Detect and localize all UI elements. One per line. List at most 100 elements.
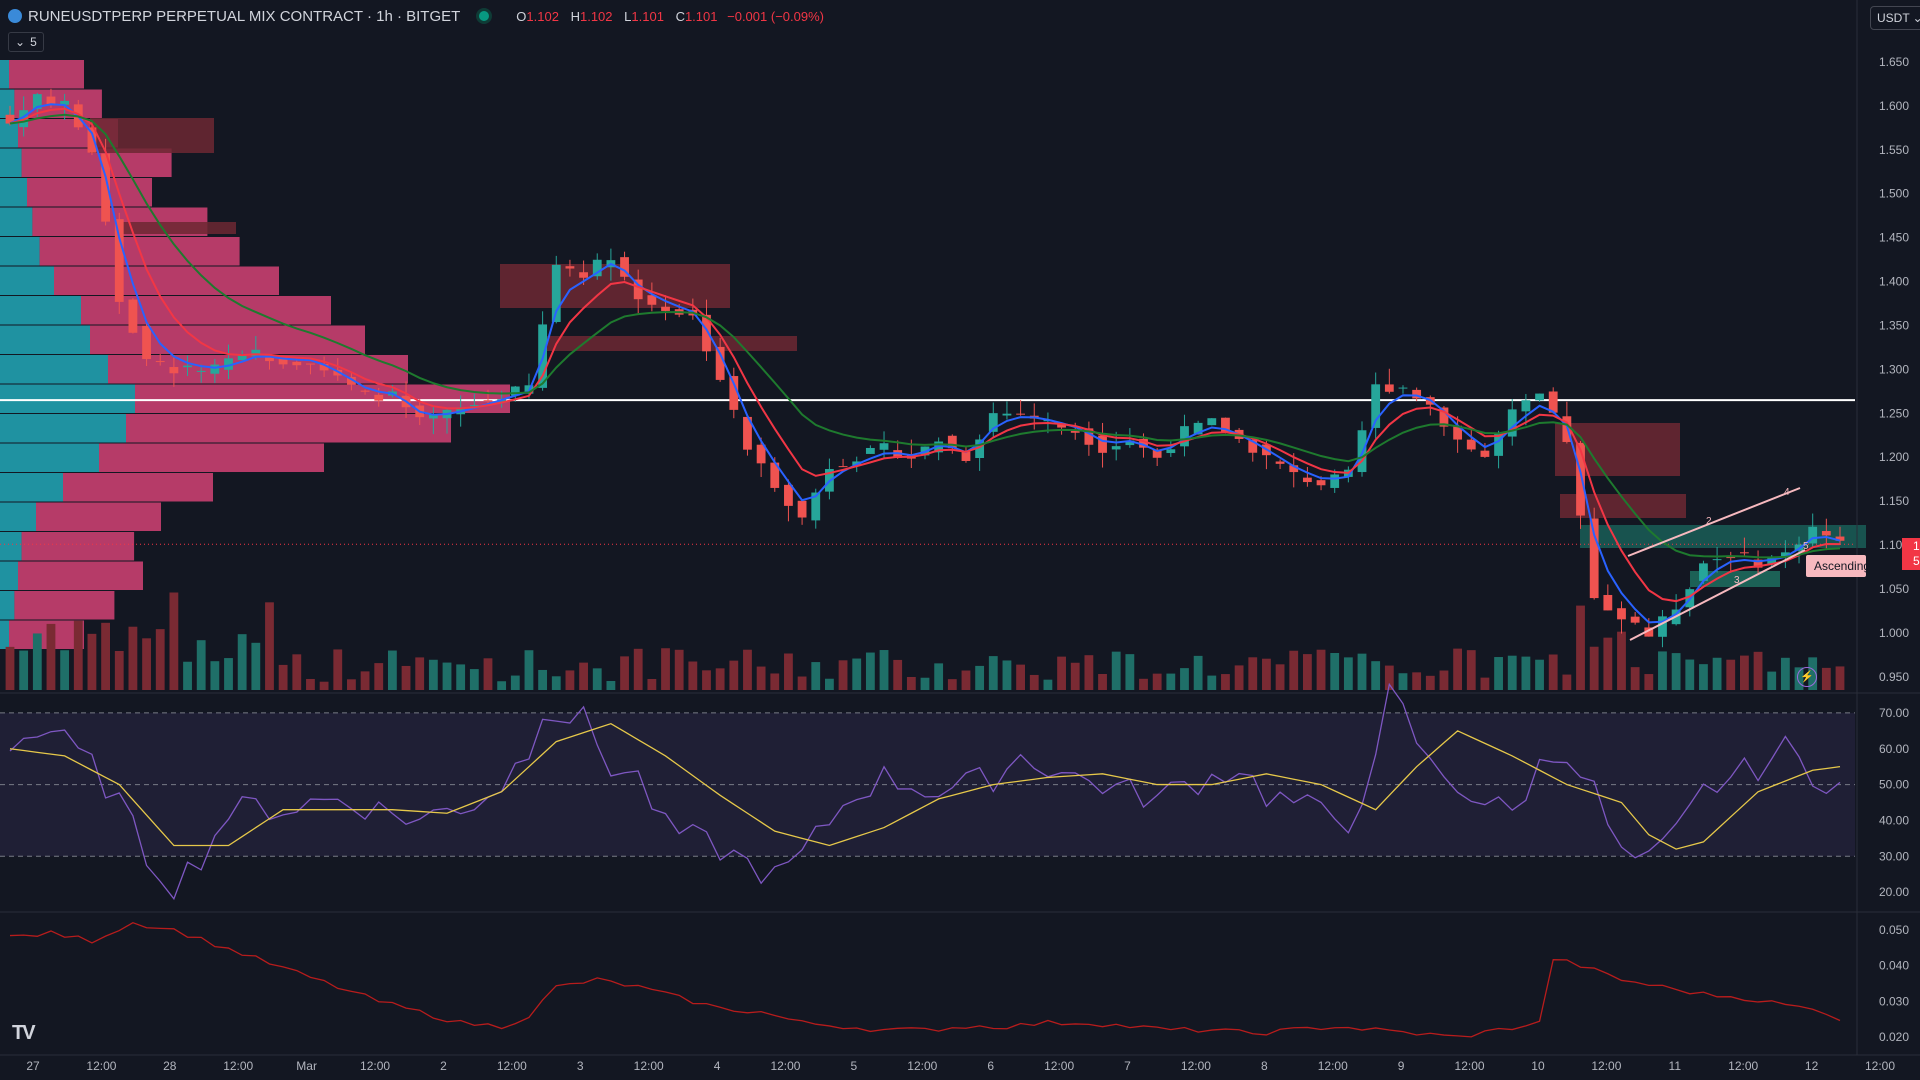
candle-body — [715, 346, 725, 380]
volume-bar — [1685, 659, 1695, 690]
currency-selector[interactable]: USDT ⌄ — [1870, 6, 1920, 30]
volume-profile-up — [0, 355, 108, 384]
tradingview-logo[interactable]: TV — [12, 1022, 36, 1044]
candle-body — [1098, 435, 1107, 453]
chevron-down-icon: ⌄ — [1912, 11, 1920, 25]
candle-body — [1739, 552, 1749, 554]
chart-header: RUNEUSDTPERP PERPETUAL MIX CONTRACT · 1h… — [8, 6, 824, 26]
volume-profile-up — [0, 620, 9, 649]
volume-bar — [1343, 657, 1353, 690]
volume-profile-down — [27, 178, 152, 207]
candle-body — [579, 272, 588, 278]
rsi-tick-label: 50.00 — [1879, 778, 1909, 792]
volume-bar — [1412, 672, 1422, 690]
volume-bar — [387, 650, 397, 690]
open-label: O — [516, 8, 527, 24]
volume-bar — [1002, 660, 1012, 690]
candle-body — [1726, 556, 1736, 559]
volume-bar — [1166, 673, 1176, 690]
volume-bar — [1152, 673, 1162, 690]
axes: 1.650 1.600 1.550 1.500 1.450 1.400 1.350 1.300… — [26, 55, 1909, 1073]
pattern-label[interactable]: Ascending — [1806, 555, 1866, 577]
volume-bar — [1739, 655, 1749, 690]
price-tick-label: 1.250 — [1879, 406, 1909, 420]
candle-body — [1139, 438, 1148, 448]
volume-bar — [114, 650, 124, 690]
symbol-title[interactable]: RUNEUSDTPERP PERPETUAL MIX CONTRACT · 1h… — [28, 7, 461, 25]
rune-coin-icon — [8, 9, 22, 23]
volume-bar — [1330, 652, 1340, 690]
bar-countdown: 57:42 — [1912, 554, 1920, 568]
zone-box — [1580, 525, 1866, 548]
candle-body — [142, 325, 151, 360]
candle-body — [551, 264, 561, 323]
price-tick-label: 1.600 — [1879, 99, 1909, 113]
volume-bar — [428, 659, 438, 690]
candle-body — [1507, 409, 1517, 437]
rsi-tick-label: 60.00 — [1879, 742, 1909, 756]
candle-body — [360, 390, 370, 392]
candle-body — [1494, 433, 1503, 456]
volume-bar — [1193, 655, 1203, 690]
zone-box — [90, 118, 214, 153]
time-tick-label: 12:00 — [907, 1059, 937, 1073]
volume-bar — [893, 659, 903, 690]
volume-bar — [1589, 646, 1599, 690]
time-tick-label: 12:00 — [770, 1059, 800, 1073]
volume-profile-up — [0, 89, 15, 118]
candle-body — [1330, 474, 1340, 488]
candle-body — [292, 361, 302, 366]
indicator-count: 5 — [30, 35, 37, 49]
volume-profile-down — [126, 414, 451, 443]
pattern-point-label: 5 — [1803, 541, 1809, 552]
volume-bar — [87, 633, 97, 690]
volume-bar — [347, 679, 356, 690]
candle-body — [497, 399, 507, 403]
volume-bar — [210, 661, 220, 690]
indicators-toggle-button[interactable]: ⌄ 5 — [8, 32, 44, 52]
volume-bar — [1425, 675, 1435, 690]
candle-body — [469, 405, 479, 407]
volume-bar — [988, 656, 998, 690]
volume-profile-up — [0, 148, 22, 177]
price-tick-label: 1.550 — [1879, 143, 1909, 157]
chevron-down-icon: ⌄ — [15, 35, 26, 49]
lightning-icon[interactable]: ⚡ — [1797, 667, 1817, 687]
volume-bar — [1630, 667, 1640, 690]
candle-body — [961, 451, 971, 461]
time-tick-label: 12:00 — [634, 1059, 664, 1073]
candle-body — [128, 299, 138, 333]
atr-line — [9, 921, 1841, 1038]
supply-demand-zones — [90, 118, 1866, 587]
volume-bar — [1302, 654, 1312, 690]
volume-bar — [1070, 662, 1080, 690]
candle-body — [1576, 442, 1585, 516]
candle-body — [865, 447, 875, 454]
candle-body — [87, 127, 97, 153]
candle-body — [1617, 608, 1626, 620]
ascending-channel-pattern[interactable]: 2 3 4 5 — [1627, 487, 1809, 641]
volume-bar — [1562, 674, 1572, 690]
pattern-point-label: 4 — [1784, 487, 1790, 498]
candle-body — [1070, 430, 1080, 433]
volume-bar — [251, 642, 261, 690]
zone-box — [540, 336, 797, 351]
volume-bar — [1644, 674, 1654, 690]
candle-body — [374, 394, 384, 401]
volume-bar — [920, 677, 930, 690]
candle-body — [46, 96, 56, 106]
candle-body — [1480, 450, 1490, 457]
volume-bar — [1289, 650, 1299, 690]
volume-bar — [1835, 666, 1845, 690]
open-value: 1.102 — [526, 8, 559, 24]
candle-body — [319, 364, 329, 371]
candle-body — [1603, 594, 1613, 611]
volume-bar — [483, 658, 493, 690]
last-price: 1.101 — [1912, 539, 1920, 553]
volume-bar — [1480, 677, 1490, 690]
time-tick-label: 12 — [1805, 1059, 1819, 1073]
candle-body — [483, 400, 493, 402]
candle-body — [784, 484, 793, 506]
volume-bar — [592, 668, 602, 690]
